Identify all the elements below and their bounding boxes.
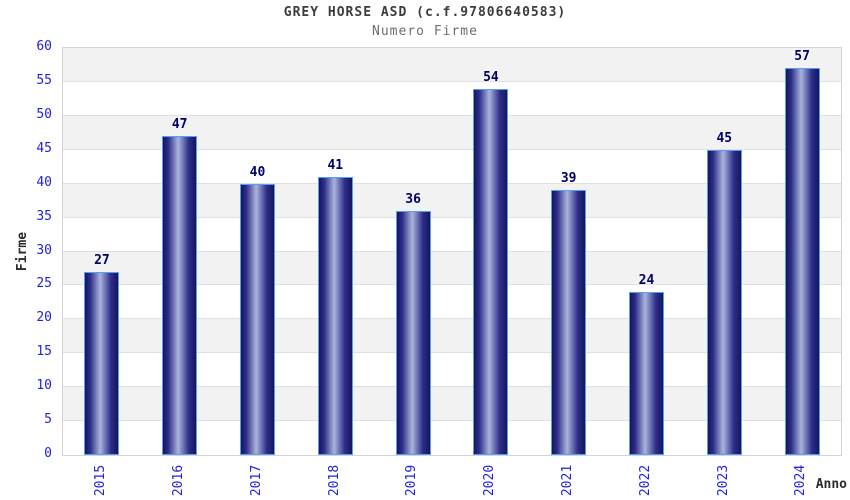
value-label-2016: 47 <box>171 117 188 133</box>
value-label-2021: 39 <box>560 171 577 187</box>
x-axis-tick-labels: 2015 2016 2017 2018 2019 2020 2021 2022 2023 2024 <box>62 460 842 500</box>
chart-title: GREY HORSE ASD (c.f.97806640583) <box>283 5 567 20</box>
gridline <box>63 284 841 286</box>
x-axis-title: Anno <box>815 477 847 492</box>
x-tick-label-2019: 2019 <box>404 464 420 496</box>
bar-2017 <box>240 183 275 455</box>
value-label-2019: 36 <box>405 191 421 207</box>
value-label-2018: 41 <box>327 157 344 173</box>
x-tick-label-2018: 2018 <box>326 464 342 496</box>
gridline <box>63 216 841 218</box>
y-tick-label: 40 <box>36 174 52 190</box>
bar-2016 <box>162 136 198 455</box>
value-label-2020: 54 <box>483 69 499 85</box>
chart-subtitle: Numero Firme <box>372 24 478 39</box>
gridline <box>63 114 841 116</box>
bar-2018 <box>317 176 353 455</box>
y-tick-label: 10 <box>36 378 52 394</box>
y-tick-label: 60 <box>36 39 52 54</box>
x-tick-label-2020: 2020 <box>482 464 498 496</box>
y-tick-label: 5 <box>44 412 52 428</box>
y-tick-label: 25 <box>36 276 52 292</box>
background-band <box>63 48 841 82</box>
gridline <box>63 148 841 150</box>
value-label-2015: 27 <box>94 252 110 268</box>
x-tick-label-2016: 2016 <box>171 464 187 496</box>
gridline <box>63 420 841 422</box>
y-tick-label: 35 <box>36 208 52 224</box>
value-label-2024: 57 <box>794 49 810 65</box>
y-tick-label: 20 <box>36 310 52 326</box>
x-tick-label-2015: 2015 <box>93 464 109 496</box>
y-tick-label: 55 <box>36 72 52 88</box>
gridline <box>63 250 841 252</box>
gridline <box>63 352 841 354</box>
x-tick-label-2022: 2022 <box>638 464 653 496</box>
gridline <box>63 182 841 184</box>
bar-2023 <box>706 149 742 455</box>
bar-2015 <box>84 271 120 455</box>
gridline <box>63 318 841 320</box>
gridline <box>63 386 841 388</box>
x-tick-label-2021: 2021 <box>560 464 576 496</box>
value-label-2017: 40 <box>249 164 266 180</box>
y-tick-label: 50 <box>36 106 52 122</box>
value-label-2023: 45 <box>716 130 733 146</box>
bar-2021 <box>551 190 587 455</box>
gridline <box>63 80 841 82</box>
y-tick-label: 45 <box>36 140 52 156</box>
value-label-2022: 24 <box>638 273 655 289</box>
y-tick-label: 30 <box>36 242 52 258</box>
bar-2019 <box>395 210 431 455</box>
plot-area: 27 47 40 41 36 54 39 24 45 57 <box>62 47 842 456</box>
bar-2022 <box>629 292 664 455</box>
y-tick-label: 15 <box>36 344 52 360</box>
y-axis-tick-labels: 0 5 10 15 20 25 30 35 40 45 50 55 60 <box>0 39 52 461</box>
y-tick-label: 0 <box>44 446 52 461</box>
bar-2020 <box>473 88 509 455</box>
x-tick-label-2023: 2023 <box>715 464 731 496</box>
bar-2024 <box>784 68 820 455</box>
x-tick-label-2017: 2017 <box>249 464 264 496</box>
